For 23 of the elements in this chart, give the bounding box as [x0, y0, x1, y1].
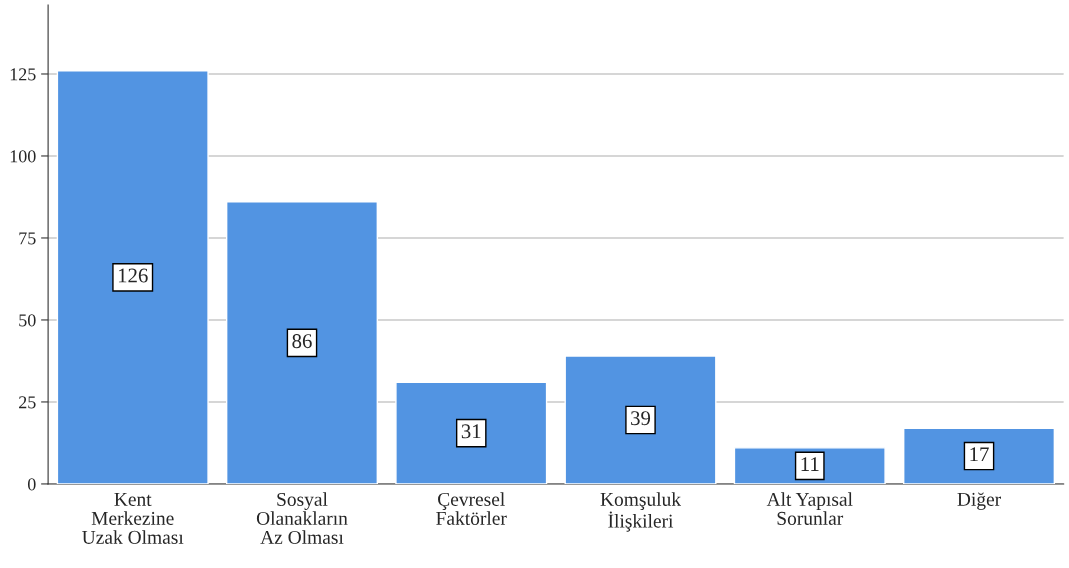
bar	[903, 427, 1056, 484]
data-label: 126	[118, 268, 148, 283]
data-label: 17	[970, 447, 989, 462]
y-tick-label: 100	[10, 150, 36, 163]
bar	[564, 355, 717, 484]
data-label: 86	[292, 334, 312, 349]
data-label: 31	[461, 424, 481, 439]
x-tick-label: Komşuluk İlişkileri	[600, 492, 682, 532]
x-tick-label: Alt Yapısal Sorunlar	[766, 492, 853, 525]
y-tick-label: 25	[19, 396, 36, 409]
data-label: 11	[801, 457, 819, 471]
y-tick-label: 0	[27, 478, 36, 491]
bar	[225, 201, 379, 484]
bar	[395, 381, 548, 484]
x-tick-label: Kent Merkezine Uzak Olması	[82, 493, 184, 544]
data-label: 39	[631, 411, 651, 426]
bar	[56, 70, 209, 484]
y-tick-label: 125	[10, 68, 36, 81]
x-tick-label: Diğer	[957, 492, 1001, 510]
y-tick-label: 50	[19, 314, 36, 327]
y-tick-label: 75	[19, 232, 36, 245]
x-tick-label: Sosyal Olanakların Az Olması	[256, 492, 348, 544]
x-tick-label: Çevresel Faktörler	[436, 492, 507, 525]
